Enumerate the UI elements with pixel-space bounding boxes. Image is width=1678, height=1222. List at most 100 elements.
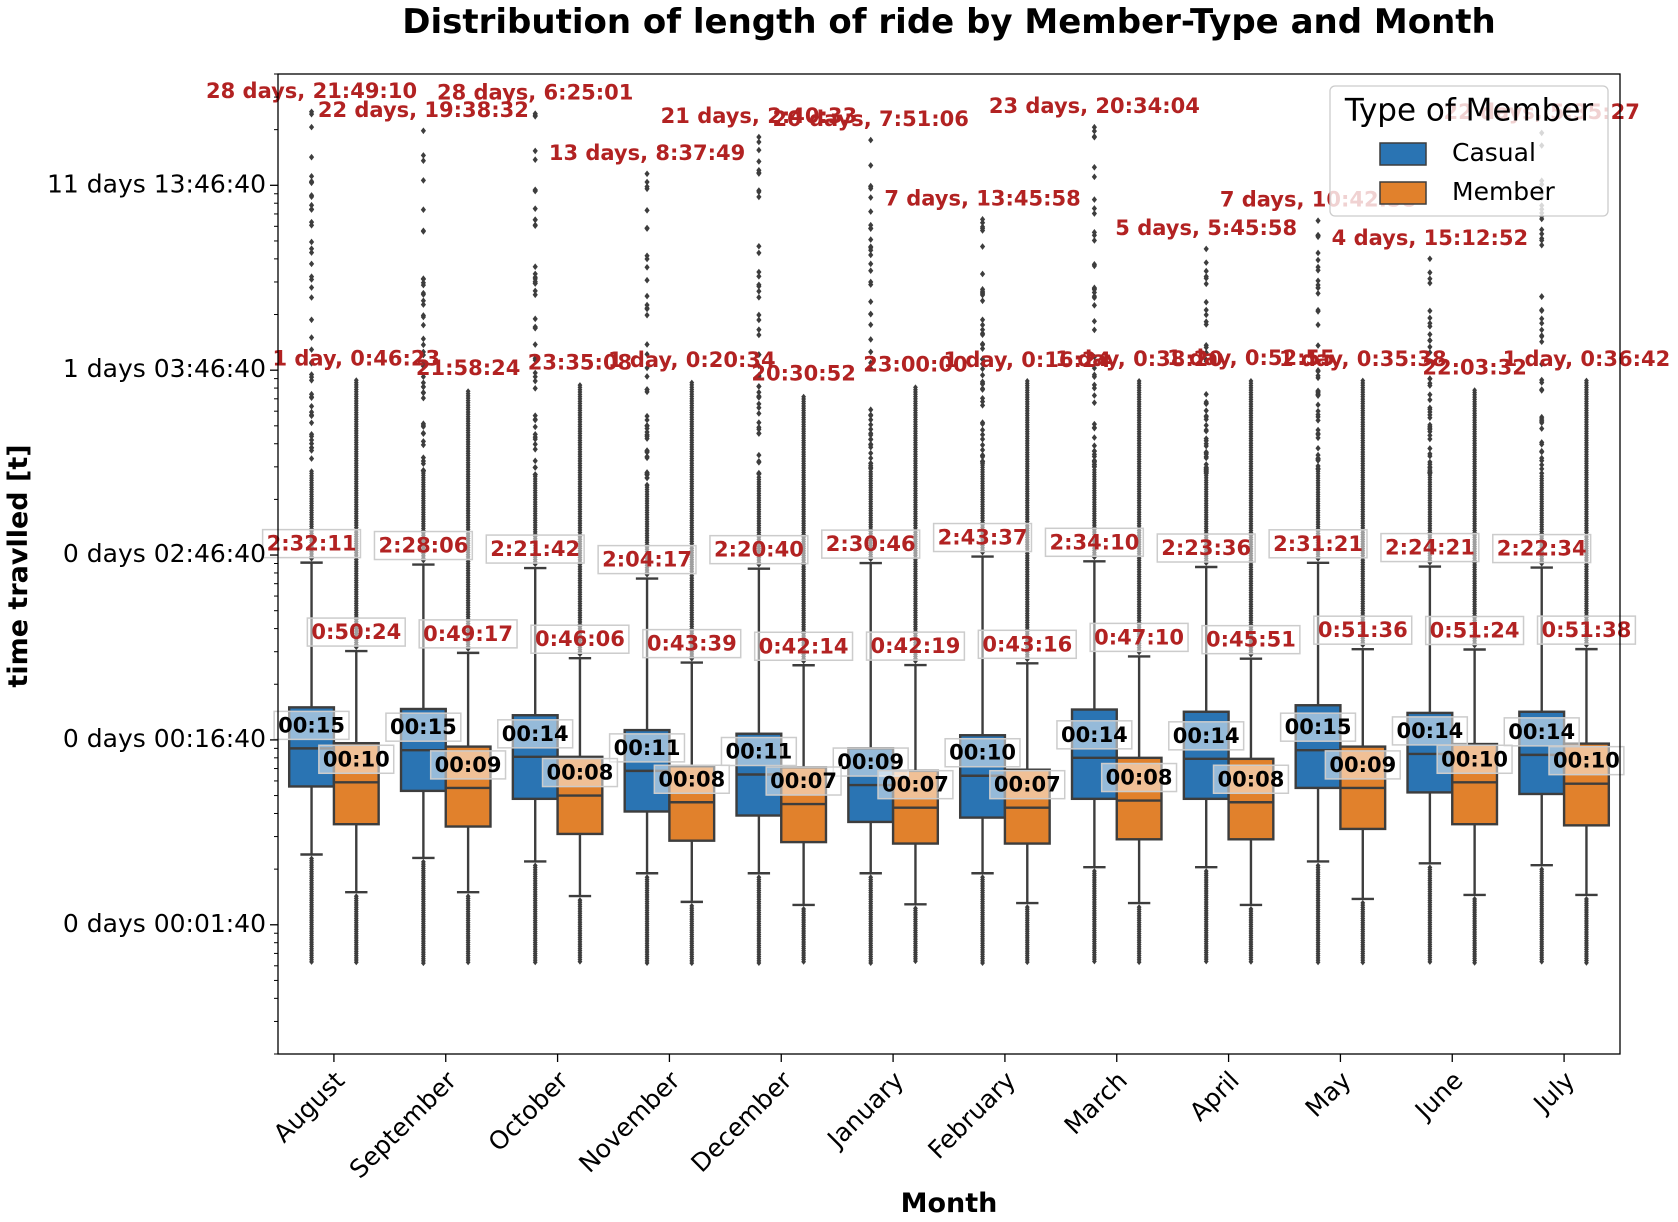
outliers-high xyxy=(979,216,986,556)
outlier-point xyxy=(532,423,538,431)
outliers-low xyxy=(532,862,538,966)
outlier-point xyxy=(1539,293,1545,300)
upper-whisker-label-box xyxy=(418,619,518,649)
outlier-point xyxy=(308,411,315,419)
outlier-point xyxy=(756,451,762,459)
legend-swatch-member xyxy=(1379,181,1427,205)
outlier-point xyxy=(1203,958,1209,965)
upper-whisker-label: 0:43:16 xyxy=(982,632,1072,656)
outlier-point xyxy=(1203,318,1209,325)
outlier-point xyxy=(1427,307,1433,315)
outlier-point xyxy=(1315,372,1321,380)
outlier-point xyxy=(1315,256,1321,264)
max-label: 1 day, 0:35:38 xyxy=(1279,347,1447,371)
outliers-low xyxy=(913,905,918,965)
outlier-point xyxy=(532,263,538,271)
outlier-point xyxy=(308,294,315,301)
outlier-point xyxy=(644,447,650,454)
outlier-point xyxy=(1315,357,1321,365)
outlier-point xyxy=(644,292,650,300)
outliers-low xyxy=(801,905,807,965)
outlier-point xyxy=(644,255,650,263)
outliers-low xyxy=(420,858,426,967)
outlier-point xyxy=(868,260,874,268)
outlier-point xyxy=(532,187,538,195)
outlier-max-point xyxy=(420,127,426,135)
outlier-point xyxy=(1203,267,1209,275)
upper-whisker-label: 2:21:42 xyxy=(490,537,580,561)
outlier-point xyxy=(420,281,426,289)
outlier-point xyxy=(420,359,426,367)
x-tick-label: March xyxy=(1059,1066,1133,1140)
outlier-point xyxy=(1427,314,1433,322)
outlier-point xyxy=(644,388,650,396)
outlier-point xyxy=(353,959,359,966)
outliers-low xyxy=(1024,904,1030,966)
outlier-point xyxy=(1427,275,1433,283)
outlier-point xyxy=(1427,396,1433,404)
outlier-point xyxy=(1427,357,1433,365)
outlier-max-point xyxy=(1315,217,1321,225)
upper-whisker-label: 2:24:21 xyxy=(1385,536,1475,560)
outlier-point xyxy=(308,447,315,454)
outlier-point xyxy=(868,406,874,413)
outlier-point xyxy=(1539,440,1545,448)
outliers-high xyxy=(1427,255,1433,566)
max-label: 21:58:24 xyxy=(416,356,520,380)
upper-whisker-label-box xyxy=(821,529,921,559)
outlier-point xyxy=(420,460,426,467)
median-label: 00:09 xyxy=(1329,753,1396,777)
upper-whisker-label-box xyxy=(1089,622,1189,653)
outlier-point xyxy=(801,958,807,965)
outlier-point xyxy=(1315,308,1321,315)
outlier-point xyxy=(1539,417,1545,425)
outlier-point xyxy=(644,276,650,284)
y-axis-title: time travlled [t] xyxy=(3,444,34,687)
outlier-point xyxy=(1091,424,1097,432)
median-label-box xyxy=(1503,717,1580,747)
outlier-point xyxy=(1539,338,1545,346)
outlier-point xyxy=(1203,349,1209,356)
outlier-point xyxy=(1091,434,1097,441)
max-label: 23 days, 20:34:04 xyxy=(989,94,1200,118)
legend-label-member: Member xyxy=(1452,177,1556,206)
outlier-point xyxy=(1539,326,1545,334)
upper-whisker-label-box xyxy=(1268,529,1368,559)
outlier-point xyxy=(420,454,426,461)
x-tick-label: December xyxy=(685,1065,798,1178)
max-label: 1 day, 0:20:34 xyxy=(608,348,776,372)
outlier-point xyxy=(1315,321,1321,329)
outlier-point xyxy=(979,371,986,379)
outlier-point xyxy=(979,321,986,329)
outlier-point xyxy=(1427,445,1433,452)
outlier-point xyxy=(868,430,874,437)
upper-whisker-label: 2:31:21 xyxy=(1273,532,1363,556)
outlier-point xyxy=(1539,469,1545,477)
upper-whisker-label-box xyxy=(932,522,1033,553)
outlier-point xyxy=(1203,437,1209,445)
outlier-point xyxy=(532,315,538,323)
median-label: 00:14 xyxy=(1061,723,1128,747)
outlier-point xyxy=(1315,281,1321,289)
labels-member-october: 00:08 0:46:06 23:35:08 xyxy=(528,350,632,788)
y-tick-label: 0 days 00:01:40 xyxy=(63,909,266,938)
outliers-low xyxy=(1584,895,1589,966)
outlier-point xyxy=(308,276,315,283)
outlier-point xyxy=(1203,407,1209,414)
outlier-point xyxy=(1091,261,1097,268)
outlier-point xyxy=(1203,412,1209,420)
x-tick-label: February xyxy=(922,1066,1021,1165)
outlier-point xyxy=(1539,241,1545,249)
max-label: 20 days, 7:51:06 xyxy=(772,107,968,131)
x-tick-label: June xyxy=(1408,1066,1468,1126)
outlier-point xyxy=(913,384,918,391)
outlier-point xyxy=(756,424,762,431)
outlier-point xyxy=(577,382,583,389)
outlier-point xyxy=(420,341,426,349)
outliers-high xyxy=(689,379,695,662)
outlier-point xyxy=(1091,399,1097,407)
outlier-point xyxy=(1091,127,1097,135)
y-tick-label: 11 days 13:46:40 xyxy=(47,169,266,198)
upper-whisker-label-box xyxy=(530,624,630,654)
outlier-point xyxy=(1091,237,1097,244)
